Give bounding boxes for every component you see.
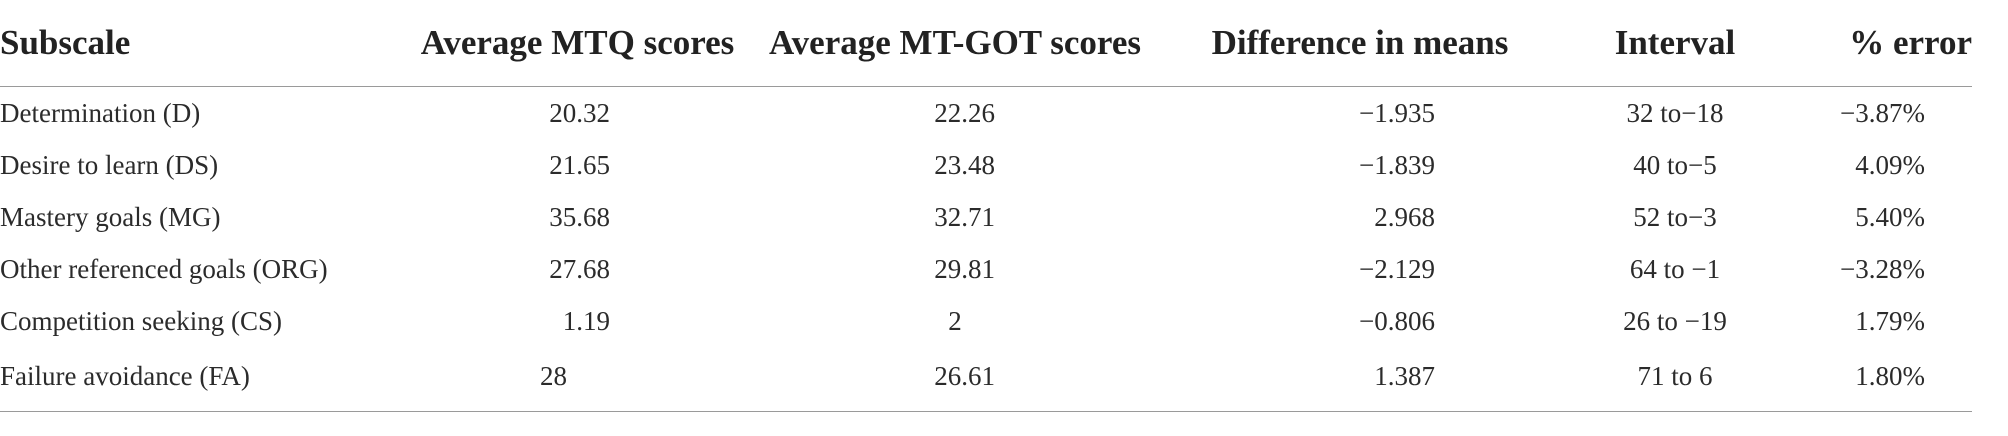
cell-difference-value: −0.806: [1359, 305, 1435, 336]
cell-mtq-value: 20.32: [549, 97, 610, 128]
cell-interval: 32 to−18: [1626, 97, 1724, 128]
cell-interval: 71 to 6: [1570, 347, 1780, 412]
cell-subscale: Mastery goals (MG): [0, 201, 221, 232]
cell-difference-value: −1.935: [1359, 97, 1435, 128]
header-mtq: Average MTQ scores: [395, 0, 760, 87]
cell-mtgot: 29.81: [760, 243, 1150, 295]
cell-error: −3.28%: [1780, 243, 1972, 295]
cell-error: −3.87%: [1780, 87, 1972, 140]
cell-interval: 40 to−5: [1633, 149, 1717, 180]
cell-interval: 26 to −19: [1623, 305, 1727, 336]
cell-mtq: 28: [395, 347, 760, 412]
table-row: Mastery goals (MG) 35.68 32.71 2.968 52 …: [0, 191, 1972, 243]
cell-subscale: Other referenced goals (ORG): [0, 253, 328, 284]
cell-error: 4.09%: [1780, 139, 1972, 191]
cell-mtgot: 26.61: [760, 347, 1150, 412]
cell-error-value: −3.87%: [1840, 97, 1925, 128]
header-subscale: Subscale: [0, 0, 395, 87]
cell-mtgot-value: 22.26: [934, 97, 995, 128]
header-interval: Interval: [1570, 0, 1780, 87]
header-difference: Difference in means: [1150, 0, 1570, 87]
cell-mtgot-value: 32.71: [934, 201, 995, 232]
table-row: Competition seeking (CS) 1.19 2 −0.806 2…: [0, 295, 1972, 347]
cell-error-value: 5.40%: [1855, 201, 1925, 232]
table-row: Failure avoidance (FA) 28 26.61 1.387 71…: [0, 347, 1972, 412]
header-mtgot: Average MT-GOT scores: [760, 0, 1150, 87]
cell-mtq: 27.68: [395, 243, 760, 295]
cell-error-value: 1.79%: [1855, 305, 1925, 336]
cell-error: 1.80%: [1780, 347, 1972, 412]
cell-mtq-value: 1.19: [562, 305, 610, 336]
cell-mtgot: 32.71: [760, 191, 1150, 243]
cell-error-value: 1.80%: [1855, 360, 1925, 391]
cell-subscale: Determination (D): [0, 97, 201, 128]
cell-mtq-value: 27.68: [549, 253, 610, 284]
header-error: % error: [1780, 0, 1972, 87]
table-row: Other referenced goals (ORG) 27.68 29.81…: [0, 243, 1972, 295]
table-header: Subscale Average MTQ scores Average MT-G…: [0, 0, 1972, 87]
cell-subscale: Competition seeking (CS): [0, 305, 282, 336]
cell-mtgot-value: 23.48: [934, 149, 995, 180]
cell-mtgot-value: 26.61: [934, 360, 995, 391]
cell-error: 1.79%: [1780, 295, 1972, 347]
header-row: Subscale Average MTQ scores Average MT-G…: [0, 0, 1972, 87]
table-body: Determination (D) 20.32 22.26 −1.935 32 …: [0, 87, 1972, 412]
cell-mtq-value: 35.68: [549, 201, 610, 232]
cell-subscale: Desire to learn (DS): [0, 149, 219, 180]
cell-mtq: 20.32: [395, 87, 760, 140]
cell-mtq-value: 21.65: [549, 149, 610, 180]
cell-mtq: 35.68: [395, 191, 760, 243]
cell-difference: 2.968: [1150, 191, 1570, 243]
cell-difference: −0.806: [1150, 295, 1570, 347]
results-table: Subscale Average MTQ scores Average MT-G…: [0, 0, 1972, 412]
cell-error-value: −3.28%: [1840, 253, 1925, 284]
cell-mtq: 1.19: [395, 295, 760, 347]
table-row: Determination (D) 20.32 22.26 −1.935 32 …: [0, 87, 1972, 140]
cell-mtgot: 2: [760, 295, 1150, 347]
cell-mtq-value: 28: [540, 360, 567, 391]
cell-error: 5.40%: [1780, 191, 1972, 243]
cell-difference-value: −2.129: [1359, 253, 1435, 284]
cell-interval: 64 to −1: [1629, 253, 1721, 284]
cell-mtgot: 22.26: [760, 87, 1150, 140]
cell-difference: −1.935: [1150, 87, 1570, 140]
cell-interval: 52 to−3: [1633, 201, 1717, 232]
cell-difference: −1.839: [1150, 139, 1570, 191]
cell-mtgot-value: 2: [948, 305, 962, 336]
cell-mtgot-value: 29.81: [934, 253, 995, 284]
cell-mtgot: 23.48: [760, 139, 1150, 191]
cell-difference-value: 2.968: [1374, 201, 1435, 232]
table-row: Desire to learn (DS) 21.65 23.48 −1.839 …: [0, 139, 1972, 191]
cell-subscale: Failure avoidance (FA): [0, 347, 395, 412]
cell-error-value: 4.09%: [1855, 149, 1925, 180]
cell-mtq: 21.65: [395, 139, 760, 191]
cell-difference: 1.387: [1150, 347, 1570, 412]
cell-difference-value: 1.387: [1374, 360, 1435, 391]
cell-difference-value: −1.839: [1359, 149, 1435, 180]
cell-difference: −2.129: [1150, 243, 1570, 295]
